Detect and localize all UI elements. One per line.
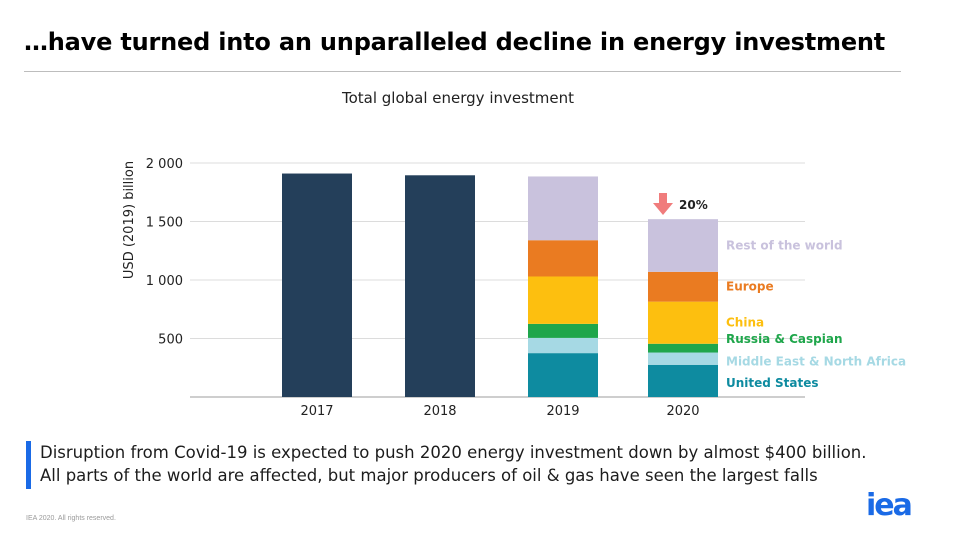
y-tick-label: 500	[158, 333, 183, 348]
slide-title: …have turned into an unparalleled declin…	[24, 28, 886, 56]
y-tick-label: 1 000	[146, 274, 183, 289]
caption-accent-bar	[26, 441, 31, 489]
caption-line-1: Disruption from Covid-19 is expected to …	[40, 443, 867, 462]
bar-segment	[282, 173, 352, 397]
bar-segment	[648, 364, 718, 397]
bar-segment	[528, 240, 598, 277]
legend-label: China	[726, 316, 764, 330]
bar-segment	[528, 337, 598, 354]
x-tick-label: 2020	[666, 404, 699, 419]
bar-segment	[648, 219, 718, 272]
bar-segment	[648, 301, 718, 344]
down-arrow-icon	[653, 193, 673, 215]
caption-line-2: All parts of the world are affected, but…	[40, 466, 818, 485]
bar-segment	[528, 353, 598, 397]
iea-logo: iea	[866, 488, 913, 523]
bar-segment	[528, 176, 598, 241]
legend-label: United States	[726, 376, 819, 390]
title-divider	[24, 71, 901, 72]
copyright-footer: IEA 2020. All rights reserved.	[26, 515, 116, 522]
legend-label: Middle East & North Africa	[726, 355, 906, 369]
chart-title: Total global energy investment	[341, 89, 575, 107]
bar-segment	[648, 352, 718, 365]
bar-segment	[648, 271, 718, 302]
bar-segment	[648, 343, 718, 353]
y-axis-label: USD (2019) billion	[122, 161, 137, 279]
legend-label: Russia & Caspian	[726, 332, 843, 346]
y-tick-label: 2 000	[146, 157, 183, 172]
legend-label: Europe	[726, 280, 774, 294]
x-tick-label: 2018	[423, 404, 456, 419]
x-tick-label: 2019	[546, 404, 579, 419]
y-tick-label: 1 500	[146, 216, 183, 231]
bar-segment	[405, 175, 475, 397]
energy-investment-chart: 500 1 000 1 500 2 000 USD (2019) billion 2017…	[122, 157, 906, 419]
bar-segment	[528, 276, 598, 324]
annotation-label: 20%	[679, 198, 708, 212]
x-tick-label: 2017	[300, 404, 333, 419]
legend-label: Rest of the world	[726, 238, 843, 252]
bar-segment	[528, 323, 598, 338]
caption: Disruption from Covid-19 is expected to …	[40, 441, 920, 487]
